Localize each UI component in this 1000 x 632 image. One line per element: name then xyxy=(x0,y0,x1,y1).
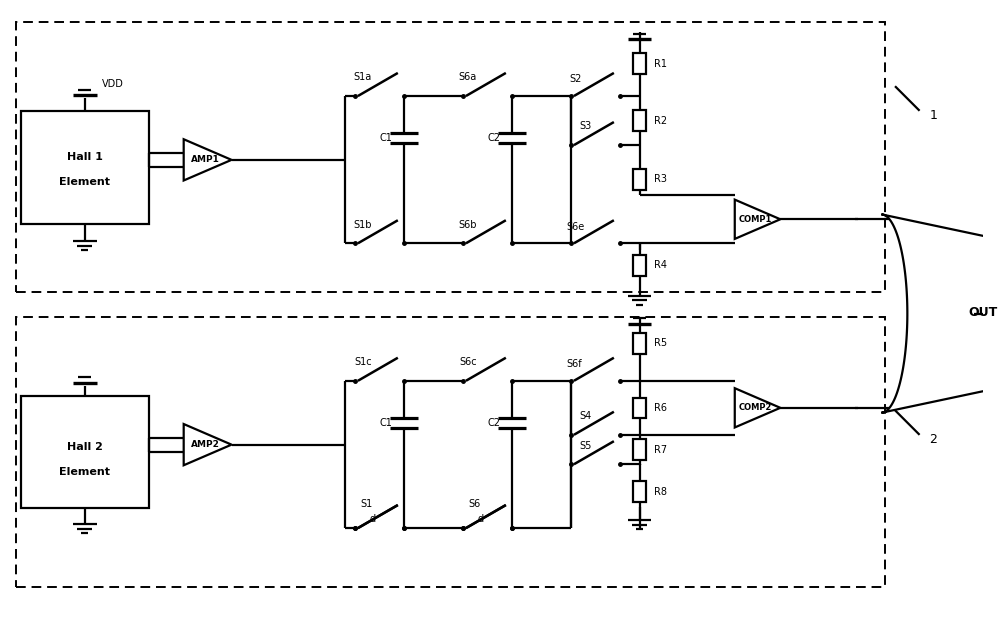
Text: C2: C2 xyxy=(488,133,501,143)
Text: d: d xyxy=(370,514,376,525)
Bar xyxy=(633,255,646,276)
Bar xyxy=(21,111,149,224)
Polygon shape xyxy=(735,200,780,239)
Polygon shape xyxy=(184,139,232,181)
Text: C1: C1 xyxy=(380,133,393,143)
Bar xyxy=(633,333,646,354)
Bar xyxy=(16,22,885,293)
Text: S1c: S1c xyxy=(354,357,372,367)
Text: 2: 2 xyxy=(929,433,937,446)
Text: Element: Element xyxy=(59,467,110,477)
Text: VDD: VDD xyxy=(102,79,123,89)
Text: AMP1: AMP1 xyxy=(191,155,220,164)
Text: S6e: S6e xyxy=(567,222,585,232)
Text: S5: S5 xyxy=(580,441,592,451)
Text: R4: R4 xyxy=(654,260,667,270)
Text: COMP1: COMP1 xyxy=(739,215,772,224)
Bar xyxy=(633,110,646,131)
Polygon shape xyxy=(881,214,1000,413)
Polygon shape xyxy=(184,424,232,465)
Text: Hall 2: Hall 2 xyxy=(67,442,103,452)
Text: S1: S1 xyxy=(361,499,373,509)
Text: S3: S3 xyxy=(580,121,592,131)
Text: S1a: S1a xyxy=(354,73,372,82)
Text: R7: R7 xyxy=(654,444,668,454)
Text: COMP2: COMP2 xyxy=(739,403,772,412)
Bar xyxy=(16,317,885,587)
Text: S6c: S6c xyxy=(459,357,477,367)
Bar xyxy=(21,396,149,509)
Text: Element: Element xyxy=(59,178,110,188)
Text: Hall 1: Hall 1 xyxy=(67,152,103,162)
Text: S6b: S6b xyxy=(459,220,477,229)
Text: AMP2: AMP2 xyxy=(191,440,220,449)
Text: S4: S4 xyxy=(580,411,592,421)
Text: R5: R5 xyxy=(654,339,668,348)
Text: C1: C1 xyxy=(380,418,393,428)
Text: OUT: OUT xyxy=(969,305,998,319)
Text: S6a: S6a xyxy=(459,73,477,82)
Text: R2: R2 xyxy=(654,116,668,126)
Text: R6: R6 xyxy=(654,403,667,413)
Bar xyxy=(633,53,646,74)
Text: 1: 1 xyxy=(929,109,937,122)
Text: R3: R3 xyxy=(654,174,667,185)
Bar xyxy=(633,439,646,460)
Bar xyxy=(633,169,646,190)
Text: S2: S2 xyxy=(570,75,582,84)
Text: R1: R1 xyxy=(654,59,667,69)
Bar xyxy=(633,482,646,502)
Text: C2: C2 xyxy=(488,418,501,428)
Polygon shape xyxy=(735,388,780,427)
Bar xyxy=(633,398,646,418)
Text: S6f: S6f xyxy=(566,359,582,369)
Text: R8: R8 xyxy=(654,487,667,497)
Text: S1b: S1b xyxy=(354,220,372,229)
Text: d: d xyxy=(478,514,484,525)
Text: S6: S6 xyxy=(469,499,481,509)
